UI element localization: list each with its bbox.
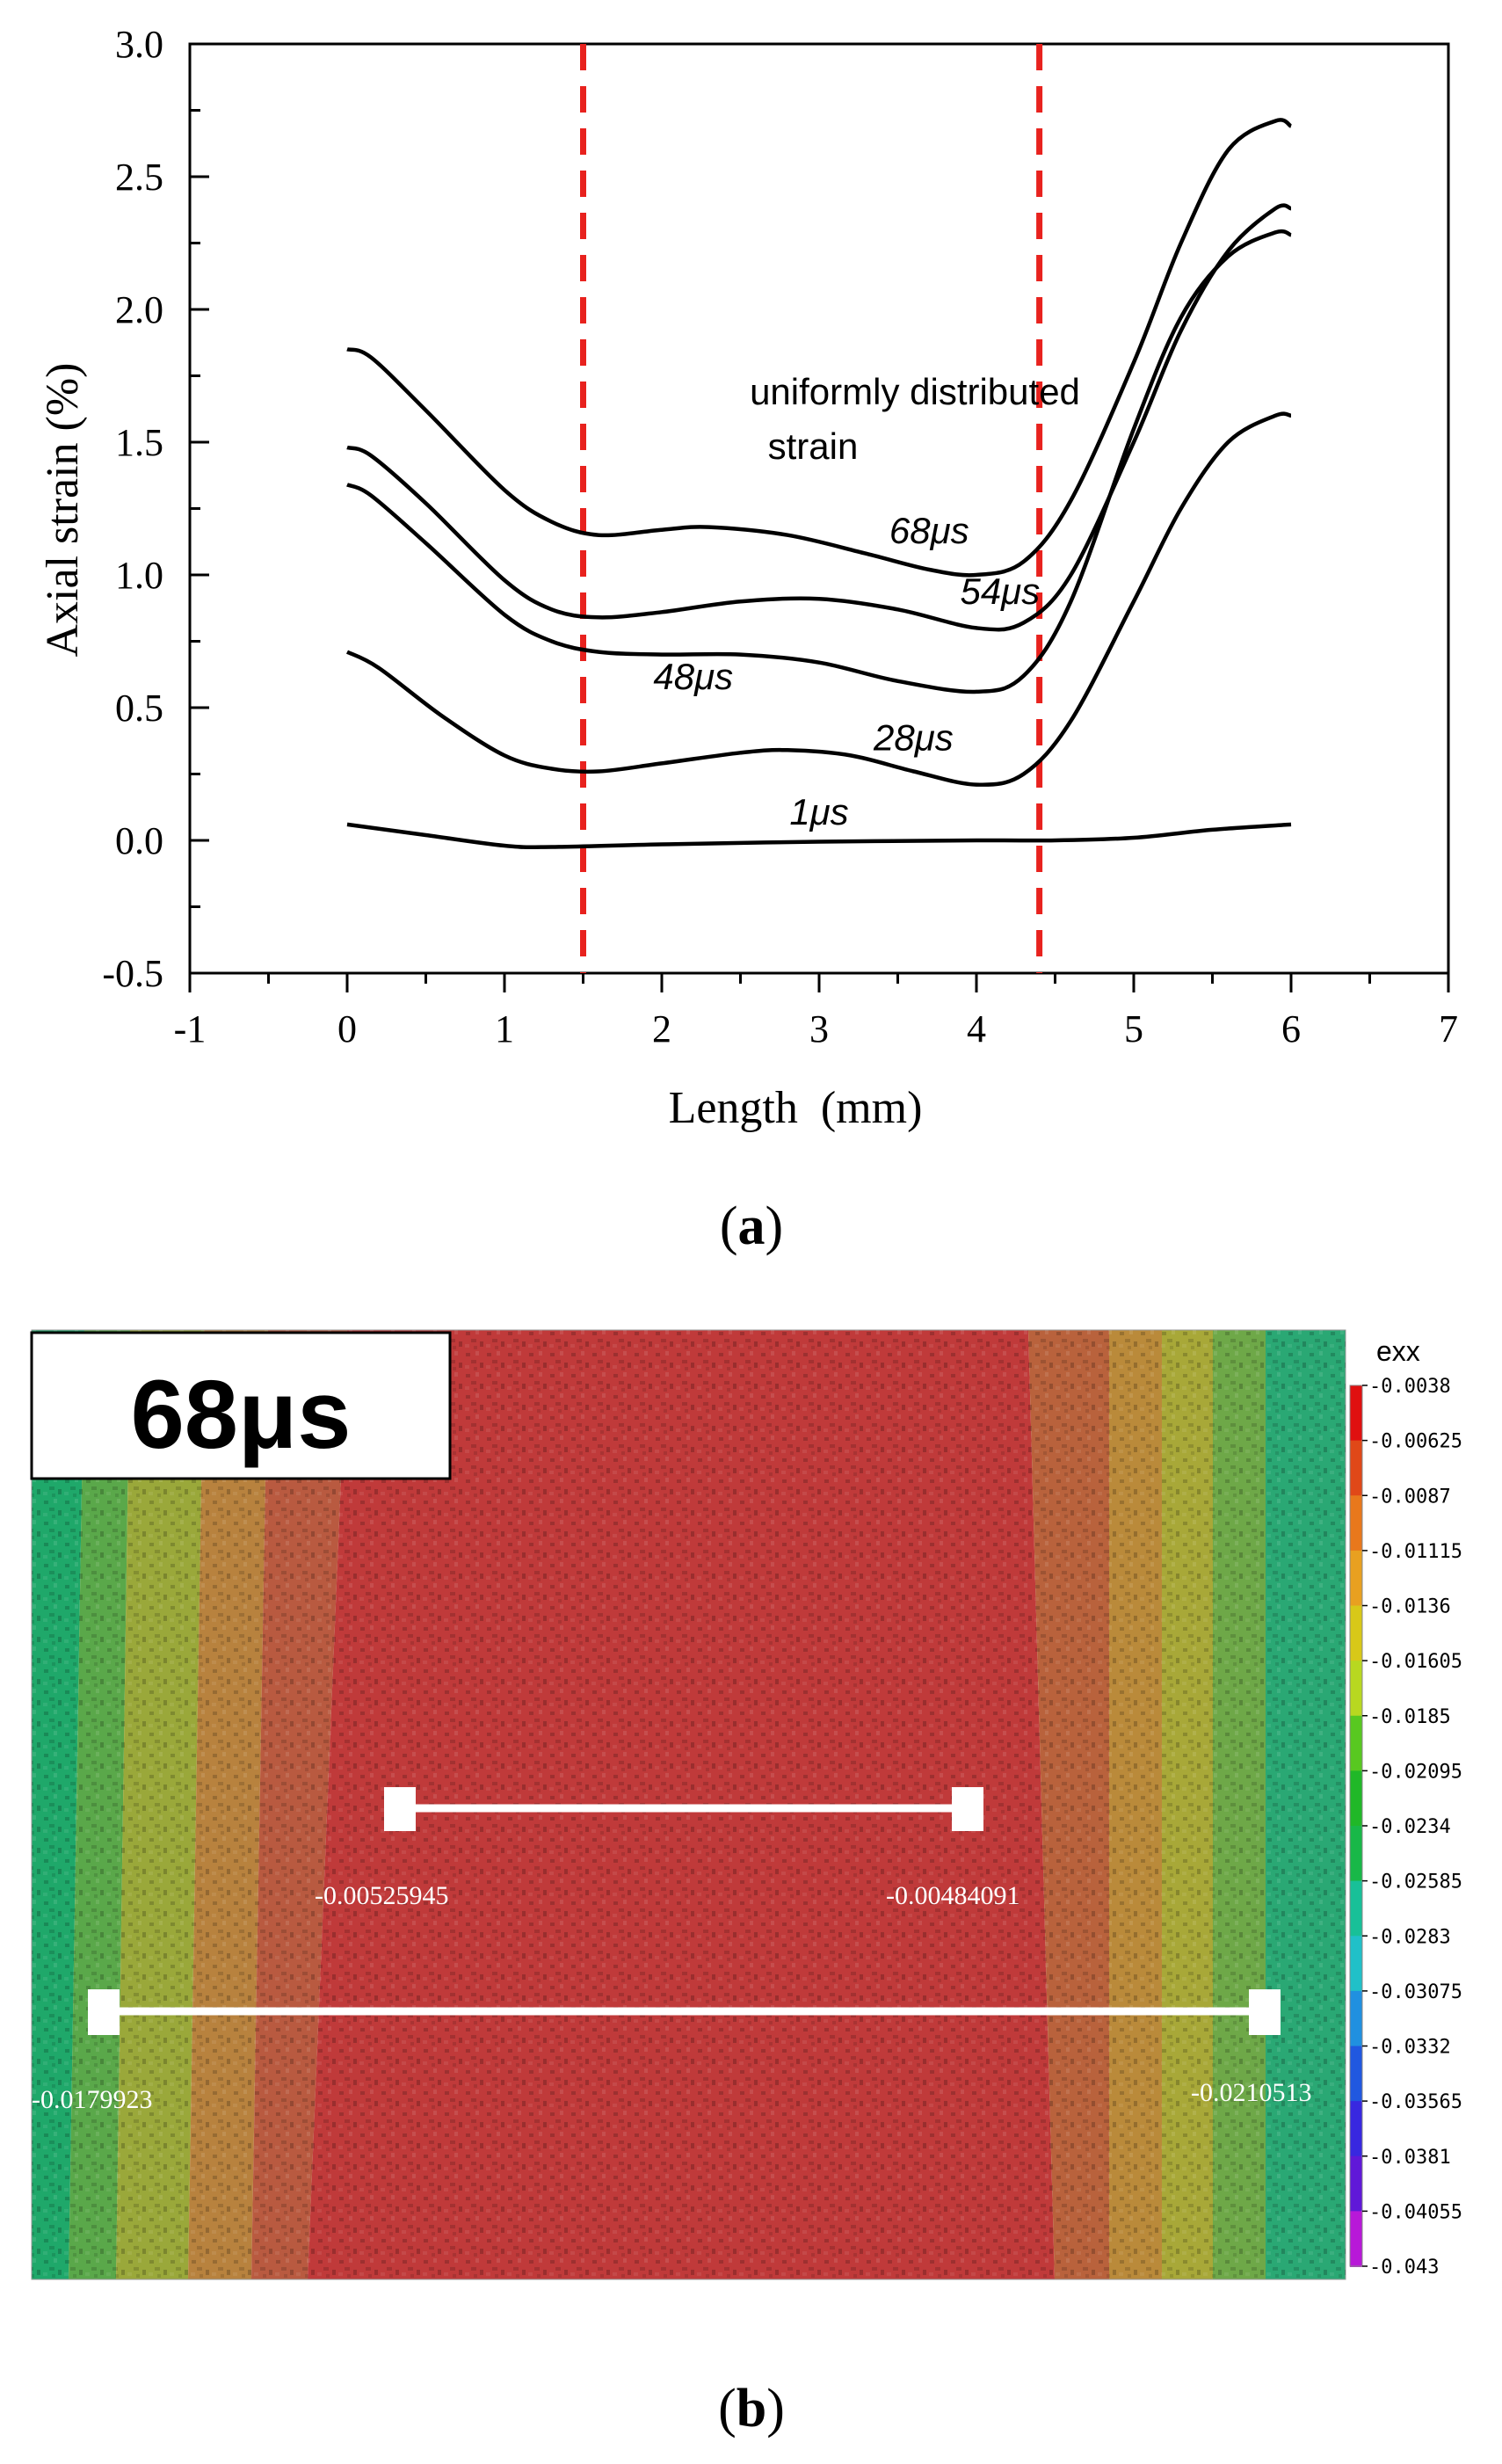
time-label-box bbox=[30, 1331, 452, 1480]
legend-color-swatch bbox=[1350, 2211, 1362, 2267]
legend-title: exx bbox=[1376, 1335, 1420, 1367]
y-tick-label: -0.5 bbox=[102, 952, 163, 995]
legend-value-label: -0.0234 bbox=[1369, 1816, 1451, 1838]
legend-color-swatch bbox=[1350, 1715, 1362, 1772]
x-tick-label: 2 bbox=[652, 1007, 671, 1050]
y-tick-label: 0.0 bbox=[115, 819, 163, 862]
marker-label-inner-left: -0.00525945 bbox=[315, 1881, 449, 1910]
uniform-region bbox=[580, 44, 1043, 973]
marker-label-outer-left: -0.0179923 bbox=[32, 2085, 153, 2114]
x-tick-label: 1 bbox=[495, 1007, 514, 1050]
series-line-68us bbox=[346, 118, 1293, 578]
legend-value-label: -0.02585 bbox=[1369, 1872, 1462, 1893]
series-line-54us bbox=[346, 203, 1292, 632]
curve-label: 54μs bbox=[960, 571, 1040, 612]
time-label-number: 68μs bbox=[131, 1361, 352, 1469]
series-line-28us bbox=[345, 411, 1292, 787]
legend-value-label: -0.04055 bbox=[1369, 2201, 1462, 2223]
x-tick-label: 0 bbox=[337, 1007, 357, 1050]
legend-value-label: -0.0332 bbox=[1369, 2037, 1451, 2059]
legend-value-label: -0.0381 bbox=[1369, 2147, 1451, 2169]
legend-value-label: -0.043 bbox=[1369, 2257, 1439, 2279]
legend-color-swatch bbox=[1350, 1880, 1362, 1937]
line-chart-panel: -1 0 1 2 3 4 5 6 7 3.0 2.5 2.0 1.5 1.0 0.5 0.0 -0.5 68μs… bbox=[38, 23, 1458, 1256]
x-tick-label: 5 bbox=[1124, 1007, 1143, 1050]
y-tick-label: 3.0 bbox=[115, 23, 163, 66]
marker-label-outer-right: -0.0210513 bbox=[1191, 2078, 1312, 2107]
outer-left-marker bbox=[88, 1989, 120, 2035]
curve-labels: 68μs 54μs 48μs 28μs 1μs bbox=[653, 510, 1040, 832]
y-axis-label: Axial strain (%) bbox=[38, 362, 88, 657]
series-line-1us bbox=[346, 822, 1292, 850]
inner-right-marker bbox=[952, 1787, 983, 1831]
legend-value-label: -0.00625 bbox=[1369, 1431, 1462, 1453]
legend-color-swatch bbox=[1350, 1826, 1362, 1882]
x-tick-label: 7 bbox=[1439, 1007, 1458, 1050]
legend-color-swatch bbox=[1350, 2155, 1362, 2213]
legend-color-swatch bbox=[1350, 1495, 1362, 1552]
marker-label-inner-right: -0.00484091 bbox=[886, 1881, 1020, 1910]
region-label-line-1: uniformly distributed bbox=[750, 371, 1080, 412]
legend-color-swatch bbox=[1350, 1550, 1362, 1607]
legend-color-swatch bbox=[1350, 1990, 1362, 2047]
x-tick-label: 4 bbox=[967, 1007, 986, 1050]
y-tick-label: 0.5 bbox=[115, 687, 163, 730]
region-label-line-2: strain bbox=[768, 425, 859, 467]
curve-label: 68μs bbox=[889, 510, 969, 551]
measurement-lines: -0.00525945 -0.00484091 -0.0179923 -0.02… bbox=[32, 1787, 1312, 2114]
curve-label: 1μs bbox=[789, 791, 848, 832]
series-line-48us bbox=[346, 229, 1292, 694]
heatmap-panel: 68μs -0.00525945 -0.00484091 -0.0179923 … bbox=[30, 1329, 1462, 2439]
x-axis-label: Length (mm) bbox=[669, 1083, 923, 1133]
curve-label: 48μs bbox=[653, 656, 733, 697]
legend-value-label: -0.0087 bbox=[1369, 1486, 1451, 1508]
tick-labels: -1 0 1 2 3 4 5 6 7 3.0 2.5 2.0 1.5 1.0 0.5 0.0 -0.5 bbox=[102, 23, 1458, 1050]
y-tick-label: 1.5 bbox=[115, 421, 163, 464]
legend-value-label: -0.0038 bbox=[1369, 1376, 1451, 1398]
legend-color-swatch bbox=[1350, 1936, 1362, 1992]
y-tick-label: 2.5 bbox=[115, 156, 163, 199]
axis-ticks bbox=[188, 42, 1450, 992]
curve-label: 28μs bbox=[873, 716, 954, 758]
inner-left-marker bbox=[384, 1787, 416, 1831]
legend-color-swatch bbox=[1350, 2101, 1362, 2157]
y-tick-label: 1.0 bbox=[115, 554, 163, 597]
caption-a: (a) bbox=[720, 1196, 783, 1256]
caption-b: (b) bbox=[718, 2379, 785, 2439]
outer-right-marker bbox=[1249, 1989, 1281, 2035]
legend-value-label: -0.01115 bbox=[1369, 1541, 1462, 1563]
series-group bbox=[345, 118, 1293, 850]
y-tick-label: 2.0 bbox=[115, 288, 163, 331]
legend-value-label: -0.03075 bbox=[1369, 1981, 1462, 2003]
x-tick-label: 6 bbox=[1281, 1007, 1301, 1050]
legend-color-swatch bbox=[1350, 1605, 1362, 1662]
x-tick-label: 3 bbox=[809, 1007, 829, 1050]
legend-value-label: -0.01605 bbox=[1369, 1651, 1462, 1673]
legend-value-label: -0.03565 bbox=[1369, 2091, 1462, 2113]
legend-value-label: -0.0185 bbox=[1369, 1706, 1451, 1728]
legend-value-label: -0.02095 bbox=[1369, 1761, 1462, 1783]
time-label: 68μs bbox=[131, 1361, 352, 1469]
legend-color-swatch bbox=[1350, 1440, 1362, 1497]
legend-color-swatch bbox=[1350, 1770, 1362, 1827]
legend-color-swatch bbox=[1350, 2046, 1362, 2103]
legend-value-label: -0.0283 bbox=[1369, 1926, 1451, 1948]
color-legend: -0.0038 -0.00625 -0.0087 -0.01115 -0.0136 -0.… bbox=[1349, 1376, 1462, 2279]
legend-color-swatch bbox=[1350, 1661, 1362, 1717]
legend-value-label: -0.0136 bbox=[1369, 1596, 1451, 1618]
x-tick-label: -1 bbox=[174, 1007, 207, 1050]
legend-color-swatch bbox=[1350, 1385, 1362, 1442]
plot-frame bbox=[188, 42, 1450, 975]
